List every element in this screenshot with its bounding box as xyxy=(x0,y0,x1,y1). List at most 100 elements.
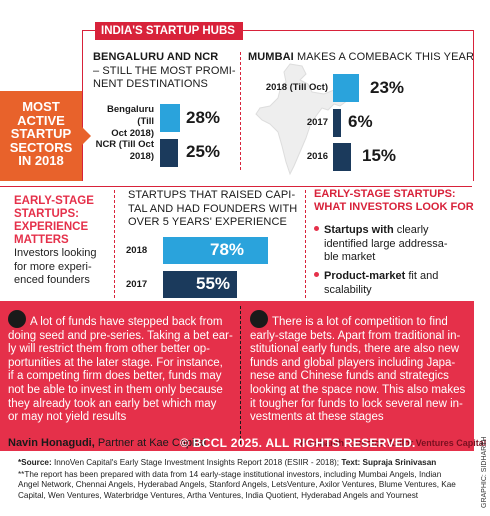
bullet-line: identified large addressa- xyxy=(324,237,448,250)
bullet-line: ble market xyxy=(324,251,376,263)
early-title-line: EXPERIENCE xyxy=(14,221,89,233)
quote-right-icon xyxy=(250,310,268,328)
investors-title-line: EARLY-STAGE STARTUPS: xyxy=(314,188,456,200)
quotes-panel xyxy=(0,301,474,451)
report-footnote: **The report has been prepared with data… xyxy=(18,470,456,501)
experience-title: STARTUPS THAT RAISED CAPI- TAL AND HAD F… xyxy=(128,189,297,230)
quote-right-attribution: Prashanth, Director, Axilor Ventures Cap… xyxy=(300,438,487,448)
mumbai-2018-label: 2018 (Till Oct) xyxy=(265,82,328,93)
sectors-line: IN 2018 xyxy=(18,153,64,168)
early-title-line: MATTERS xyxy=(14,234,69,246)
early-title-line: EARLY-STAGE xyxy=(14,195,94,207)
mumbai-title-rest: MAKES A COMEBACK THIS YEAR xyxy=(296,51,475,63)
graphic-credit: GRAPHIC: SIDHARTH xyxy=(481,436,488,508)
mumbai-title-bold: MUMBAI xyxy=(248,51,294,63)
bengaluru-title: BENGALURU AND NCR – STILL THE MOST PROMI… xyxy=(93,51,236,92)
mumbai-2017-bar xyxy=(333,109,341,137)
bengaluru-value: 28% xyxy=(186,108,221,127)
quote-left-icon xyxy=(8,310,26,328)
hubs-divider xyxy=(240,52,241,170)
quotes-divider xyxy=(240,306,241,444)
quote-line: funds and global players including Japa- xyxy=(250,356,456,369)
note-line: **The report has been prepared with data… xyxy=(18,470,442,479)
ncr-bar xyxy=(160,139,178,167)
experience-2018-value: 78% xyxy=(210,240,245,259)
quote-line: looking at the space now. This also make… xyxy=(250,383,466,396)
bullet-bold: Product-market xyxy=(324,270,406,282)
early-desc-line: enced founders xyxy=(14,274,90,286)
investors-look-for-title: EARLY-STAGE STARTUPS: WHAT INVESTORS LOO… xyxy=(314,188,474,214)
quote-line: if a competing firm does better, funds m… xyxy=(8,370,222,383)
experience-2017-bar xyxy=(163,271,237,298)
quote-right-text: There is a lot of competition to find ea… xyxy=(250,316,474,425)
ncr-label: NCR (Till Oct 2018) xyxy=(88,139,154,163)
sectors-line: ACTIVE xyxy=(17,112,65,128)
bullet-bold: Startups with xyxy=(324,224,394,236)
experience-2017-label: 2017 xyxy=(126,279,148,290)
bengaluru-label-line: Bengaluru (Till xyxy=(107,104,154,127)
ncr-label-line: 2018) xyxy=(129,151,154,162)
quote-line: not be able to invest in them only becau… xyxy=(8,383,223,396)
mumbai-2016-bar xyxy=(333,143,351,171)
early-title-line: STARTUPS: xyxy=(14,208,79,220)
quote-line: A lot of funds have stepped back from xyxy=(30,316,223,328)
early-experience-desc: Investors looking for more experi- enced… xyxy=(14,247,97,288)
quote-line: early-stage bets. Apart from traditional… xyxy=(250,329,461,342)
experience-title-line: STARTUPS THAT RAISED CAPI- xyxy=(128,189,296,201)
bullet-dot-icon xyxy=(314,272,319,277)
mumbai-2018-bar xyxy=(333,74,359,102)
experience-2018-label: 2018 xyxy=(126,245,148,256)
bengaluru-label-line: Oct 2018) xyxy=(111,128,154,139)
bullet-addressable-market: Startups with clearly identified large a… xyxy=(314,224,448,265)
note-line: Angel Network, Chennai Angels, Hyderabad… xyxy=(18,480,456,490)
mumbai-2016-label: 2016 xyxy=(306,151,328,162)
experience-title-line: OVER 5 YEARS' EXPERIENCE xyxy=(128,216,287,228)
quote-line: vestments at these stages xyxy=(250,411,384,424)
quote-left-text: A lot of funds have stepped back from do… xyxy=(8,316,240,425)
section-divider xyxy=(0,186,472,187)
middle-divider-right xyxy=(305,190,306,298)
quote-line: they already took an early bet which may xyxy=(8,397,217,410)
middle-divider-left xyxy=(114,190,115,298)
ncr-label-line: NCR (Till Oct xyxy=(95,139,154,150)
india-map-icon xyxy=(255,63,349,176)
mumbai-2018-value: 23% xyxy=(370,78,405,97)
sectors-line: STARTUP xyxy=(10,126,72,141)
quote-line: There is a lot of competition to find xyxy=(272,316,448,328)
hubs-frame xyxy=(82,30,474,181)
banner-title: INDIA'S STARTUP HUBS xyxy=(95,22,243,40)
text-label: Text: xyxy=(339,458,361,467)
experience-2018-bar xyxy=(163,237,268,264)
early-desc-line: Investors looking xyxy=(14,247,97,259)
bengaluru-label: Bengaluru (Till Oct 2018) xyxy=(88,104,154,140)
mumbai-2017-label: 2017 xyxy=(306,117,328,128)
quote-left-attribution: Navin Honagudi, Partner at Kae Capital xyxy=(8,437,206,449)
experience-title-line: TAL AND HAD FOUNDERS WITH xyxy=(128,202,298,215)
text-author: Supraja Srinivasan xyxy=(360,458,437,467)
quote-left-role: Partner at Kae Capital xyxy=(97,437,207,449)
ncr-value: 25% xyxy=(186,142,221,161)
early-experience-title: EARLY-STAGE STARTUPS: EXPERIENCE MATTERS xyxy=(14,195,94,247)
source-footnote: *Source: InnoVen Capital's Early Stage I… xyxy=(18,458,436,468)
source-label: *Source: xyxy=(18,458,52,467)
quote-line: or may not yield results xyxy=(8,411,127,424)
sectors-line: MOST xyxy=(22,99,60,114)
source-text: InnoVen Capital's Early Stage Investment… xyxy=(51,458,340,467)
mumbai-title: MUMBAI MAKES A COMEBACK THIS YEAR xyxy=(248,51,474,65)
bullet-dot-icon xyxy=(314,226,319,231)
quote-line: portunities at the later stage. For inst… xyxy=(8,356,223,369)
quote-line: ly will restrict them from other better … xyxy=(8,343,210,356)
bullet-text: fit and xyxy=(405,270,439,282)
bullet-line: scalability xyxy=(324,283,372,296)
copyright-watermark: © BCCL 2025. ALL RIGHTS RESERVED. xyxy=(180,436,416,450)
bengaluru-bar xyxy=(160,104,180,132)
bengaluru-title-line: NENT DESTINATIONS xyxy=(93,78,208,90)
quote-line: doing seed and pre-series. Taking a bet … xyxy=(8,329,233,342)
investors-title-line: WHAT INVESTORS LOOK FOR xyxy=(314,201,474,213)
sectors-line: SECTORS xyxy=(9,139,73,155)
quote-line: it tougher for funds to lock several new… xyxy=(250,397,463,410)
quote-line: nese and Chinese funds and strategics xyxy=(250,370,449,383)
bullet-text: clearly xyxy=(393,224,429,236)
note-line: Capital, Wen Ventures, Waterbridge Ventu… xyxy=(18,490,419,500)
mumbai-2016-value: 15% xyxy=(362,146,397,165)
